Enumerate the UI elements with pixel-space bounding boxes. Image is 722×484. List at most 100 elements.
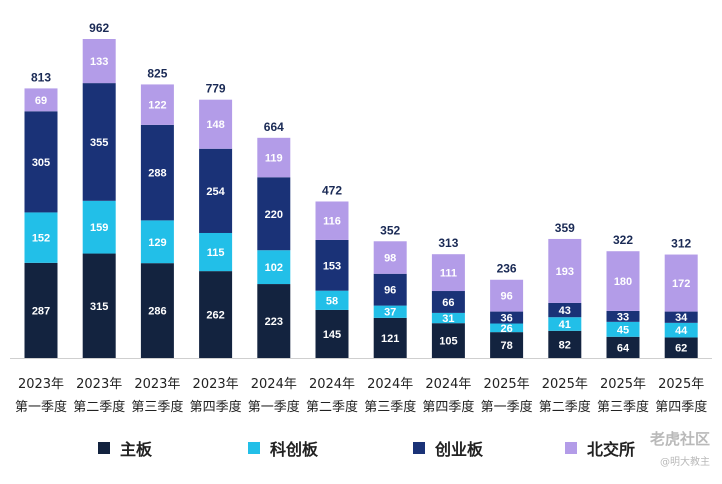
data-label-1-11: 64 [617,342,630,354]
data-label-4-2: 133 [90,56,108,68]
data-label-4-6: 116 [323,216,341,228]
total-label-1: 813 [31,70,51,84]
x-tick-quarter-7: 第三季度 [364,399,416,415]
data-label-4-1: 69 [35,95,47,107]
data-label-4-3: 122 [148,100,166,112]
data-label-4-9: 96 [500,291,512,303]
data-label-4-10: 193 [556,266,574,278]
bar-segment-2-3 [140,220,174,264]
bar-segment-2-2 [82,200,116,254]
x-tick-quarter-10: 第二季度 [539,399,591,415]
data-label-3-7: 96 [384,285,396,297]
legend-label-main-board: 主板 [120,440,153,459]
data-label-2-12: 44 [675,325,688,337]
bar-segment-2-1 [24,212,58,263]
bar-segment-1-8 [431,323,465,358]
x-tick-quarter-4: 第四季度 [190,399,242,415]
x-tick-year-12: 2025年 [658,377,704,392]
bar-segment-2-5 [257,250,291,285]
bar-segment-3-4 [199,148,233,233]
total-label-6: 472 [322,183,342,197]
bar-segment-1-4 [199,271,233,358]
bar-segment-3-7 [373,273,407,306]
data-label-1-12: 62 [675,343,687,355]
total-label-2: 962 [89,21,109,35]
x-tick-year-3: 2023年 [134,377,180,392]
bar-segment-2-4 [199,232,233,272]
x-tick-year-8: 2024年 [425,377,471,392]
data-label-2-8: 31 [442,313,454,325]
legend-item-bse: 北交所 [565,436,635,460]
legend-label-bse: 北交所 [587,440,636,459]
x-tick-year-1: 2023年 [18,377,64,392]
legend-item-chinext: 创业板 [413,436,483,460]
x-tick-quarter-2: 第二季度 [73,399,125,415]
x-tick-quarter-12: 第四季度 [655,399,707,415]
watermark: 老虎社区 @明大教主 [650,428,710,468]
x-tick-quarter-6: 第二季度 [306,399,358,415]
total-label-4: 779 [206,82,226,96]
data-label-3-2: 355 [90,137,108,149]
x-tick-year-11: 2025年 [600,377,646,392]
bar-segment-4-3 [140,84,174,125]
data-label-1-8: 105 [439,336,457,348]
bar-segment-2-6 [315,290,349,310]
bar-segment-1-3 [140,263,174,358]
data-label-3-4: 254 [206,186,225,198]
x-tick-year-2: 2023年 [76,377,122,392]
data-label-4-4: 148 [206,119,224,131]
bar-segment-4-9 [490,279,524,312]
data-label-2-11: 45 [617,324,629,336]
data-label-4-7: 98 [384,253,396,265]
x-tick-year-7: 2024年 [367,377,413,392]
bar-segment-4-10 [548,238,582,303]
data-label-1-6: 145 [323,329,341,341]
legend-swatch-star-market [248,442,260,454]
data-label-1-4: 262 [206,310,224,322]
legend-swatch-chinext [413,442,425,454]
data-label-1-2: 315 [90,301,108,313]
bar-segment-4-4 [199,99,233,149]
data-label-3-1: 305 [32,157,50,169]
legend-label-chinext: 创业板 [435,440,484,459]
total-label-12: 312 [671,237,691,251]
x-tick-year-6: 2024年 [309,377,355,392]
data-label-3-6: 153 [323,260,341,272]
data-label-2-5: 102 [265,262,283,274]
total-label-11: 322 [613,233,633,247]
bar-segment-3-5 [257,177,291,251]
data-label-3-5: 220 [265,209,283,221]
bar-segment-1-2 [82,253,116,358]
data-label-4-11: 180 [614,276,632,288]
legend-swatch-main-board [98,442,110,454]
bar-segment-1-1 [24,262,58,358]
watermark-main: 老虎社区 [649,430,710,448]
bar-segment-4-6 [315,201,349,240]
bar-segment-2-7 [373,305,407,318]
data-label-2-4: 115 [207,247,225,259]
data-label-1-9: 78 [500,340,512,352]
bar-segment-1-11 [606,336,640,358]
total-label-10: 359 [555,221,575,235]
data-label-1-7: 121 [381,333,399,345]
bar-segment-3-6 [315,239,349,291]
bar-segment-2-11 [606,321,640,337]
bar-segment-2-12 [664,322,698,338]
data-label-2-6: 58 [326,295,338,307]
data-label-3-9: 36 [500,313,512,325]
legend-item-main-board: 主板 [98,436,152,460]
data-label-1-10: 82 [559,339,571,351]
bar-segment-3-12 [664,311,698,323]
data-label-4-8: 111 [440,268,457,280]
x-tick-quarter-9: 第一季度 [481,399,533,415]
data-label-2-9: 26 [500,323,512,335]
x-tick-year-9: 2025年 [484,377,530,392]
data-label-2-7: 37 [384,307,396,319]
bar-segment-1-6 [315,309,349,358]
x-tick-year-5: 2024年 [251,377,297,392]
legend-swatch-bse [565,442,577,454]
bar-segment-1-7 [373,317,407,358]
bar-segment-1-5 [257,284,291,358]
x-tick-quarter-11: 第三季度 [597,399,649,415]
